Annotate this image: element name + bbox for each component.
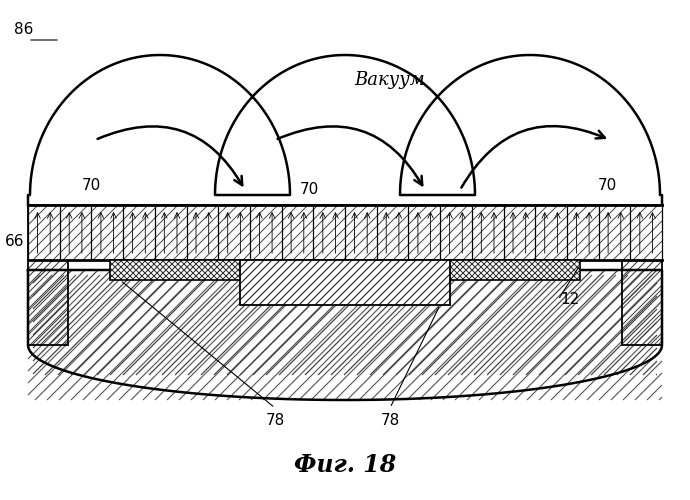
Text: 70: 70 [82, 178, 101, 192]
Bar [110, 260, 580, 280]
Text: Вакуум: Вакуум [355, 71, 425, 89]
Bar [240, 260, 450, 305]
Text: 70: 70 [598, 178, 618, 194]
Bar [28, 270, 662, 405]
Text: 70: 70 [300, 182, 319, 198]
Bar [28, 205, 68, 345]
Text: 66: 66 [5, 234, 25, 250]
Bar [240, 260, 450, 305]
Text: 78: 78 [380, 413, 400, 428]
Bar [622, 205, 662, 345]
Bar [28, 205, 68, 345]
Bar [110, 260, 580, 280]
Bar [28, 205, 662, 260]
Text: Фиг. 18: Фиг. 18 [294, 453, 396, 477]
Polygon shape [28, 270, 662, 400]
Polygon shape [28, 270, 662, 364]
Text: 78: 78 [266, 413, 284, 428]
Text: 86: 86 [14, 22, 33, 37]
Polygon shape [28, 55, 662, 205]
Bar [622, 205, 662, 345]
Text: 12: 12 [560, 292, 579, 308]
